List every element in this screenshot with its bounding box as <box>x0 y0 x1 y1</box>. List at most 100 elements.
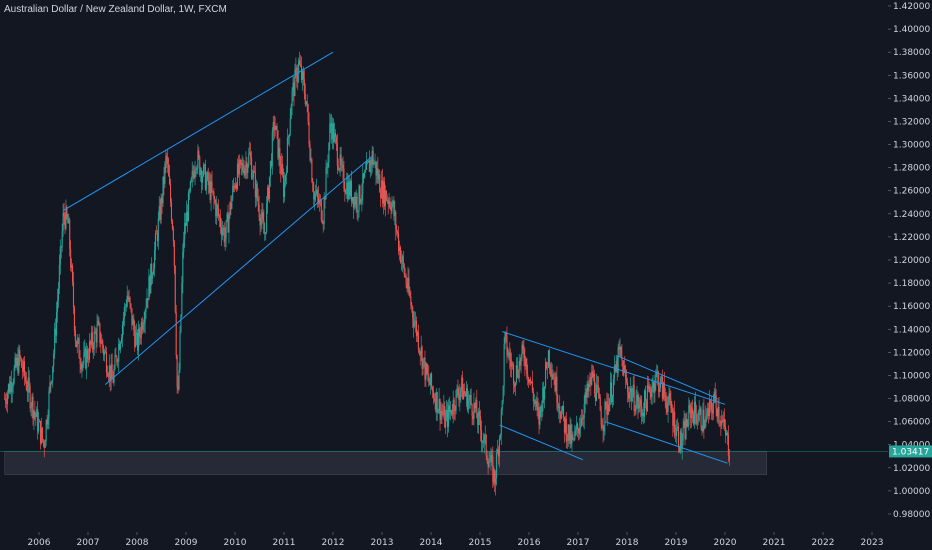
candle-body <box>222 227 224 231</box>
candle-body <box>136 332 138 335</box>
candle-body <box>227 213 229 233</box>
candle-body <box>656 371 658 373</box>
candle-body <box>85 348 87 369</box>
candle-body <box>387 200 389 204</box>
candle-body <box>126 295 128 307</box>
candle-body <box>564 418 566 433</box>
candle-body <box>619 346 621 350</box>
candle-body <box>675 435 677 436</box>
candle-body <box>217 204 219 209</box>
candle-body <box>134 329 136 347</box>
candle-body <box>465 388 467 397</box>
candle-body <box>506 335 508 355</box>
candle-body <box>568 424 570 441</box>
candle-body <box>90 332 92 345</box>
candle-body <box>512 363 514 365</box>
candle-body <box>40 427 42 444</box>
candle-body <box>349 181 351 196</box>
candle-body <box>610 382 612 399</box>
candle-body <box>708 408 710 417</box>
candle-body <box>304 93 306 105</box>
candle-body <box>157 218 159 241</box>
candle-body <box>145 307 147 312</box>
candle-body <box>642 413 644 416</box>
candle-body <box>578 427 581 434</box>
candle-body <box>691 408 693 419</box>
candle-body <box>557 402 559 408</box>
candle-body <box>213 191 215 200</box>
candle-body <box>65 207 67 229</box>
candle-body <box>280 165 282 175</box>
candle-body <box>290 105 292 120</box>
candle-body <box>160 197 162 220</box>
candle-body <box>588 384 590 392</box>
candle-body <box>141 322 143 331</box>
candle-body <box>66 207 68 218</box>
candle-body <box>344 188 346 193</box>
candle-body <box>627 392 630 399</box>
candle-body <box>178 370 180 390</box>
candle-body <box>275 125 277 130</box>
candle-body <box>143 322 145 326</box>
candle-body <box>183 239 185 252</box>
candle-body <box>174 265 176 312</box>
candle-body <box>714 391 716 396</box>
candle-body <box>133 318 135 330</box>
candle-body <box>267 187 270 199</box>
candle-body <box>398 247 401 252</box>
x-tick-label: 2008 <box>126 538 149 548</box>
candle-body <box>310 159 312 161</box>
candle-body <box>609 398 611 412</box>
candle-body <box>498 438 500 457</box>
candle-body <box>454 410 456 412</box>
candle-body <box>281 164 283 175</box>
candle-body <box>413 317 415 327</box>
candle-body <box>449 409 451 412</box>
candle-body <box>138 328 140 337</box>
x-tick-label: 2023 <box>861 538 884 548</box>
candle-body <box>332 123 334 140</box>
candle-body <box>608 404 610 412</box>
candle-body <box>111 363 113 379</box>
candle-body <box>431 373 433 388</box>
candle-body <box>597 386 599 394</box>
y-tick-label: 1.18000 <box>893 279 930 289</box>
y-tick-label: 1.22000 <box>893 233 930 243</box>
candle-body <box>462 377 464 400</box>
candle-body <box>189 181 191 192</box>
candle-body <box>637 395 639 409</box>
candle-body <box>262 212 264 221</box>
candle-body <box>305 101 307 105</box>
candle-body <box>10 381 12 392</box>
candle-body <box>63 212 65 217</box>
candle-body <box>72 282 75 308</box>
candle-body <box>590 377 592 385</box>
candle-body <box>664 394 666 398</box>
candle-body <box>470 395 472 405</box>
candle-body <box>325 167 327 200</box>
candle-body <box>75 341 77 347</box>
y-tick-label: 1.06000 <box>893 418 930 428</box>
candle-body <box>41 427 43 440</box>
candle-body <box>25 380 27 390</box>
candle-body <box>495 478 497 485</box>
candle-body <box>640 399 642 407</box>
candle-body <box>545 362 547 387</box>
candle-body <box>671 408 673 413</box>
candle-body <box>704 426 706 429</box>
x-tick-label: 2022 <box>812 538 835 548</box>
candle-body <box>643 390 646 417</box>
candle-body <box>231 198 233 209</box>
candle-body <box>335 136 337 143</box>
candle-body <box>71 265 73 268</box>
candle-body <box>267 187 269 204</box>
candle-body <box>697 420 699 421</box>
candle-body <box>650 392 652 398</box>
candle-body <box>604 401 606 425</box>
candle-body <box>279 147 281 166</box>
candle-body <box>15 357 17 367</box>
candle-body <box>572 434 574 439</box>
candle-body <box>620 346 622 356</box>
candle-body <box>723 419 725 422</box>
